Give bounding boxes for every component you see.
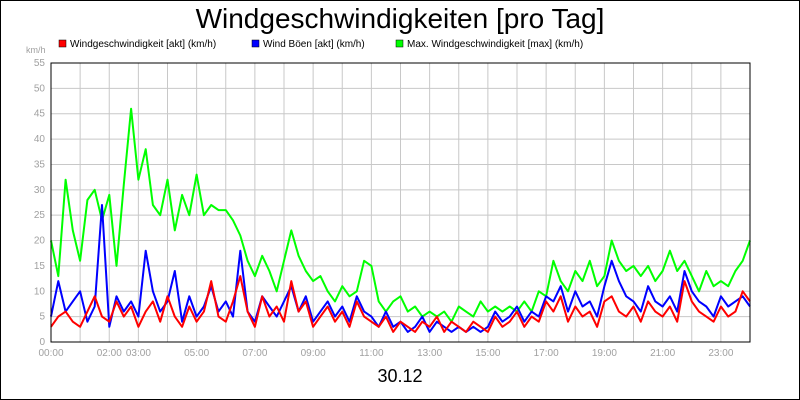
series-lines: [50, 107, 751, 333]
legend-swatch-gust: [251, 39, 260, 48]
legend-label-max: Max. Windgeschwindigkeit [max] (km/h): [407, 39, 583, 50]
y-tick-label: 25: [34, 210, 46, 221]
y-tick-label: 20: [34, 236, 46, 247]
y-axis-ticks: 0 5 10 15 20 25 30 35 40 45 50 55: [34, 58, 46, 348]
y-axis-unit: km/h: [26, 45, 46, 55]
chart-title: Windgeschwindigkeiten [pro Tag]: [195, 3, 605, 34]
legend-swatch-max: [395, 39, 404, 48]
y-tick-label: 45: [34, 109, 46, 120]
y-tick-label: 40: [34, 134, 46, 145]
series-line-max: [50, 107, 751, 323]
x-tick-label: 11:00: [359, 348, 384, 359]
legend-label-wind: Windgeschwindigkeit [akt] (km/h): [70, 39, 216, 50]
x-tick-label: 00:00: [38, 348, 63, 359]
x-tick-label: 03:00: [126, 348, 151, 359]
y-tick-label: 15: [34, 261, 46, 272]
series-line-wind: [50, 275, 751, 333]
legend-swatch-wind: [58, 39, 67, 48]
y-tick-label: 55: [34, 58, 46, 69]
x-tick-label: 02:00: [97, 348, 122, 359]
x-tick-label: 15:00: [475, 348, 500, 359]
legend-label-gust: Wind Böen [akt] (km/h): [263, 39, 365, 50]
y-tick-label: 10: [34, 286, 46, 297]
x-axis-label: 30.12: [377, 366, 423, 386]
y-tick-label: 50: [34, 83, 46, 94]
x-tick-label: 19:00: [592, 348, 617, 359]
plot-border: [50, 62, 751, 343]
legend: Windgeschwindigkeit [akt] (km/h) Wind Bö…: [58, 39, 583, 50]
x-tick-label: 21:00: [650, 348, 675, 359]
x-tick-label: 13:00: [417, 348, 442, 359]
y-tick-label: 0: [39, 337, 45, 348]
y-tick-label: 30: [34, 185, 46, 196]
x-tick-label: 05:00: [184, 348, 209, 359]
y-tick-label: 5: [39, 312, 45, 323]
x-tick-label: 09:00: [301, 348, 326, 359]
x-tick-label: 17:00: [534, 348, 559, 359]
x-tick-label: 07:00: [242, 348, 267, 359]
x-axis-ticks: 00:00 02:00 03:00 05:00 07:00 09:00 11:00 13:00…: [38, 348, 733, 359]
x-tick-label: 23:00: [708, 348, 733, 359]
y-tick-label: 35: [34, 159, 46, 170]
